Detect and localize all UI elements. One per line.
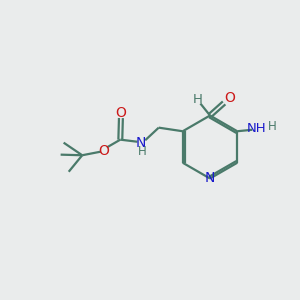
Text: O: O [224,92,235,105]
Text: N: N [205,172,215,185]
Text: N: N [136,136,146,150]
Text: H: H [137,145,146,158]
Text: O: O [98,144,109,158]
Text: O: O [116,106,126,120]
Text: H: H [193,93,202,106]
Text: NH: NH [247,122,266,135]
Text: H: H [268,120,277,133]
